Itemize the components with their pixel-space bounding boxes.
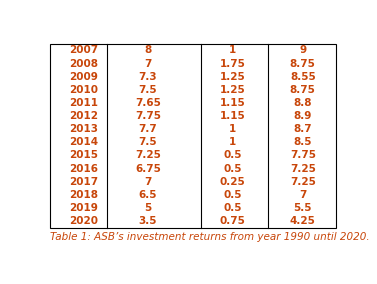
Text: 2008: 2008	[69, 59, 98, 69]
Text: 7.3: 7.3	[139, 72, 157, 82]
Text: 7.5: 7.5	[139, 85, 157, 95]
Text: 1.25: 1.25	[220, 72, 245, 82]
Text: 1.25: 1.25	[220, 85, 245, 95]
Text: 2007: 2007	[69, 45, 98, 55]
Text: 7.5: 7.5	[139, 137, 157, 147]
Text: 7.25: 7.25	[135, 151, 161, 160]
Text: 0.5: 0.5	[224, 164, 242, 174]
Text: 1.75: 1.75	[220, 59, 245, 69]
Text: 8.8: 8.8	[294, 98, 312, 108]
Text: 6.75: 6.75	[135, 164, 161, 174]
Text: 5.5: 5.5	[294, 203, 312, 213]
Text: 7.25: 7.25	[290, 177, 316, 187]
Text: 2010: 2010	[69, 85, 98, 95]
Text: 2009: 2009	[69, 72, 98, 82]
Text: 2015: 2015	[69, 151, 98, 160]
Text: 2019: 2019	[69, 203, 98, 213]
Text: 4.25: 4.25	[290, 216, 316, 226]
Text: 9: 9	[299, 45, 307, 55]
Text: 7.25: 7.25	[290, 164, 316, 174]
Text: 0.25: 0.25	[220, 177, 245, 187]
Text: 8.5: 8.5	[294, 137, 312, 147]
Text: 2017: 2017	[69, 177, 98, 187]
Text: 2014: 2014	[69, 137, 98, 147]
Text: 8.9: 8.9	[294, 111, 312, 121]
Text: Table 1: ASB’s investment returns from year 1990 until 2020.: Table 1: ASB’s investment returns from y…	[50, 232, 370, 242]
Text: 2011: 2011	[69, 98, 98, 108]
Text: 1.15: 1.15	[220, 111, 245, 121]
Text: 3.5: 3.5	[139, 216, 157, 226]
Text: 1.15: 1.15	[220, 98, 245, 108]
Text: 7.75: 7.75	[135, 111, 161, 121]
Text: 2013: 2013	[69, 124, 98, 134]
Text: 2012: 2012	[69, 111, 98, 121]
Text: 7: 7	[144, 59, 152, 69]
Text: 6.5: 6.5	[139, 190, 157, 200]
Text: 0.5: 0.5	[224, 151, 242, 160]
Text: 2020: 2020	[69, 216, 98, 226]
Text: 8.7: 8.7	[293, 124, 312, 134]
Text: 7: 7	[299, 190, 307, 200]
Text: 7: 7	[144, 177, 152, 187]
Text: 0.75: 0.75	[220, 216, 245, 226]
Text: 0.5: 0.5	[224, 203, 242, 213]
Text: 8.75: 8.75	[290, 59, 316, 69]
Text: 1: 1	[229, 137, 236, 147]
Text: 8.75: 8.75	[290, 85, 316, 95]
Text: 0.5: 0.5	[224, 190, 242, 200]
Text: 2018: 2018	[69, 190, 98, 200]
Text: 7.7: 7.7	[139, 124, 157, 134]
Text: 5: 5	[144, 203, 152, 213]
Text: 8.55: 8.55	[290, 72, 316, 82]
Text: 7.75: 7.75	[290, 151, 316, 160]
Text: 1: 1	[229, 45, 236, 55]
Text: 8: 8	[144, 45, 152, 55]
Text: 2016: 2016	[69, 164, 98, 174]
Text: 7.65: 7.65	[135, 98, 161, 108]
Text: 1: 1	[229, 124, 236, 134]
